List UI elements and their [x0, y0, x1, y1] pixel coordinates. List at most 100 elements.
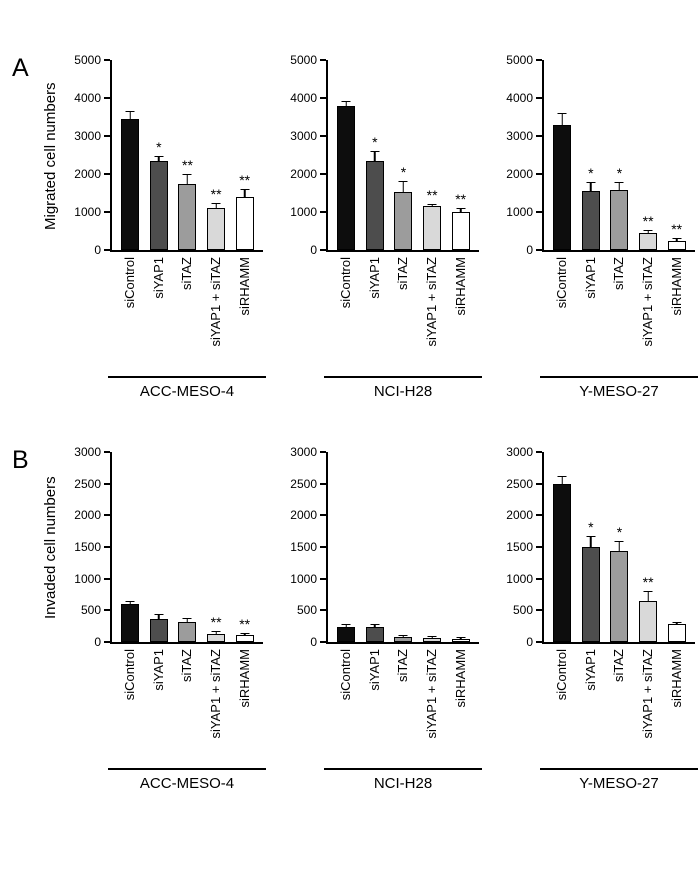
x-axis-labels: siControl siYAP1 siTAZ siYAP1 + siTAZ siRHAM…	[332, 649, 475, 764]
x-label-slot: siRHAMM	[446, 257, 475, 372]
cell-line-group: Y-MESO-27	[540, 376, 698, 400]
x-tick-label: siRHAMM	[452, 649, 468, 708]
x-label-slot: siYAP1 + siTAZ	[418, 649, 447, 764]
y-axis-ticks: 0 500 1000 1500 2000 2500 3000	[506, 446, 542, 648]
y-tick-label: 3000	[290, 445, 317, 459]
x-tick-label: siControl	[122, 649, 138, 701]
x-tick-label: siYAP1	[150, 257, 166, 299]
error-bar	[614, 541, 624, 552]
bar-siTAZ	[178, 621, 197, 642]
x-axis-labels: siControl siYAP1 siTAZ siYAP1 + siTAZ siRHAM…	[548, 649, 691, 764]
error-bar	[427, 204, 437, 207]
x-axis-labels: siControl siYAP1 siTAZ siYAP1 + siTAZ siRHAM…	[332, 257, 475, 372]
significance-marker: **	[182, 157, 193, 173]
error-bar	[370, 151, 380, 162]
error-bar	[154, 156, 164, 162]
bar-group: **	[202, 60, 231, 250]
bar-group	[361, 452, 390, 642]
x-label-slot: siYAP1 + siTAZ	[202, 257, 231, 372]
bar-group: *	[605, 452, 634, 642]
x-label-slot: siYAP1	[577, 257, 606, 372]
chart-plot-region: 0 500 1000 1500 2000 2500 3000	[290, 446, 482, 648]
bar-siTAZ	[394, 192, 413, 250]
bar-chart-y-meso-27: 0 1000 2000 3000 4000 5000 * * ** ** siControl siYA…	[506, 54, 698, 400]
y-tick-mark	[536, 59, 542, 61]
y-tick-label: 3000	[74, 129, 101, 143]
y-tick-mark	[320, 514, 326, 517]
y-tick-label: 5000	[290, 53, 317, 67]
y-tick-label: 0	[310, 243, 317, 257]
x-tick-label: siControl	[554, 649, 570, 701]
cell-line-name: NCI-H28	[373, 383, 433, 400]
plot-area: * ** ** **	[110, 60, 263, 252]
cell-line-name: NCI-H28	[373, 775, 433, 792]
y-tick-mark	[104, 211, 110, 213]
bar-siYAP1	[365, 627, 384, 642]
x-tick-label: siYAP1	[366, 257, 382, 299]
significance-marker: **	[642, 212, 654, 229]
panel-a-y-axis-title: Migrated cell numbers	[42, 82, 59, 230]
y-tick-label: 2500	[290, 476, 317, 491]
error-bar	[643, 229, 653, 234]
y-tick-mark	[536, 609, 542, 612]
x-tick-label: siRHAMM	[668, 257, 684, 316]
y-tick-mark	[104, 577, 110, 580]
x-label-slot: siYAP1 + siTAZ	[202, 649, 231, 764]
significance-marker: **	[455, 191, 467, 208]
bar-group: *	[577, 60, 606, 250]
y-tick-mark	[320, 609, 326, 612]
x-label-slot: siRHAMM	[446, 649, 475, 764]
significance-marker: **	[426, 187, 438, 204]
y-tick-mark	[104, 173, 110, 175]
error-bar	[154, 613, 164, 620]
error-bar	[672, 238, 682, 241]
bar-siTAZ	[178, 183, 197, 250]
x-label-slot: siYAP1	[145, 649, 174, 764]
y-tick-label: 2000	[506, 167, 533, 181]
bar-siControl	[553, 483, 572, 642]
y-tick-label: 500	[296, 603, 317, 618]
bar-group: **	[230, 452, 259, 642]
plot-area	[326, 452, 479, 644]
significance-marker: **	[239, 616, 251, 633]
cell-line-group: ACC-MESO-4	[108, 768, 266, 792]
x-label-slot: siYAP1	[361, 649, 390, 764]
y-tick-label: 2000	[506, 508, 533, 523]
bar-siControl	[337, 627, 356, 642]
error-bar	[557, 113, 567, 125]
x-label-slot: siYAP1	[145, 257, 174, 372]
bar-siControl	[121, 118, 140, 250]
panel-a-letter: A	[12, 54, 29, 82]
y-tick-label: 2000	[290, 167, 317, 181]
y-tick-label: 3000	[74, 445, 101, 459]
panel-b-letter: B	[12, 446, 29, 474]
group-underline	[540, 376, 698, 378]
x-tick-label: siYAP1 + siTAZ	[208, 649, 224, 739]
bar-chart-nci-h28: 0 500 1000 1500 2000 2500 3000 siControl siYAP1 s…	[290, 446, 482, 792]
y-tick-mark	[320, 97, 326, 99]
y-tick-label: 0	[310, 635, 317, 649]
error-bar	[398, 180, 408, 193]
bar-siControl	[121, 604, 140, 642]
bar-siRHAMM	[667, 624, 686, 642]
chart-plot-region: 0 1000 2000 3000 4000 5000 * * ** **	[506, 54, 698, 256]
significance-marker: **	[210, 614, 222, 631]
bar-group: *	[577, 452, 606, 642]
bar-siControl	[553, 124, 572, 250]
significance-marker: **	[210, 185, 222, 202]
significance-marker: *	[400, 163, 407, 180]
bar-siRHAMM	[451, 212, 470, 250]
panel-b-y-axis-title: Invaded cell numbers	[42, 476, 59, 620]
x-tick-label: siTAZ	[179, 257, 195, 290]
x-label-slot: siYAP1 + siTAZ	[418, 257, 447, 372]
chart-plot-region: 0 1000 2000 3000 4000 5000 * ** ** **	[74, 54, 266, 256]
x-label-slot: siRHAMM	[662, 649, 691, 764]
x-label-slot: siTAZ	[173, 649, 202, 764]
y-tick-mark	[536, 97, 542, 99]
y-axis-ticks: 0 1000 2000 3000 4000 5000	[290, 54, 326, 256]
y-tick-mark	[104, 514, 110, 517]
y-tick-mark	[320, 135, 326, 137]
x-tick-label: siYAP1 + siTAZ	[208, 257, 224, 347]
y-tick-mark	[536, 641, 542, 643]
